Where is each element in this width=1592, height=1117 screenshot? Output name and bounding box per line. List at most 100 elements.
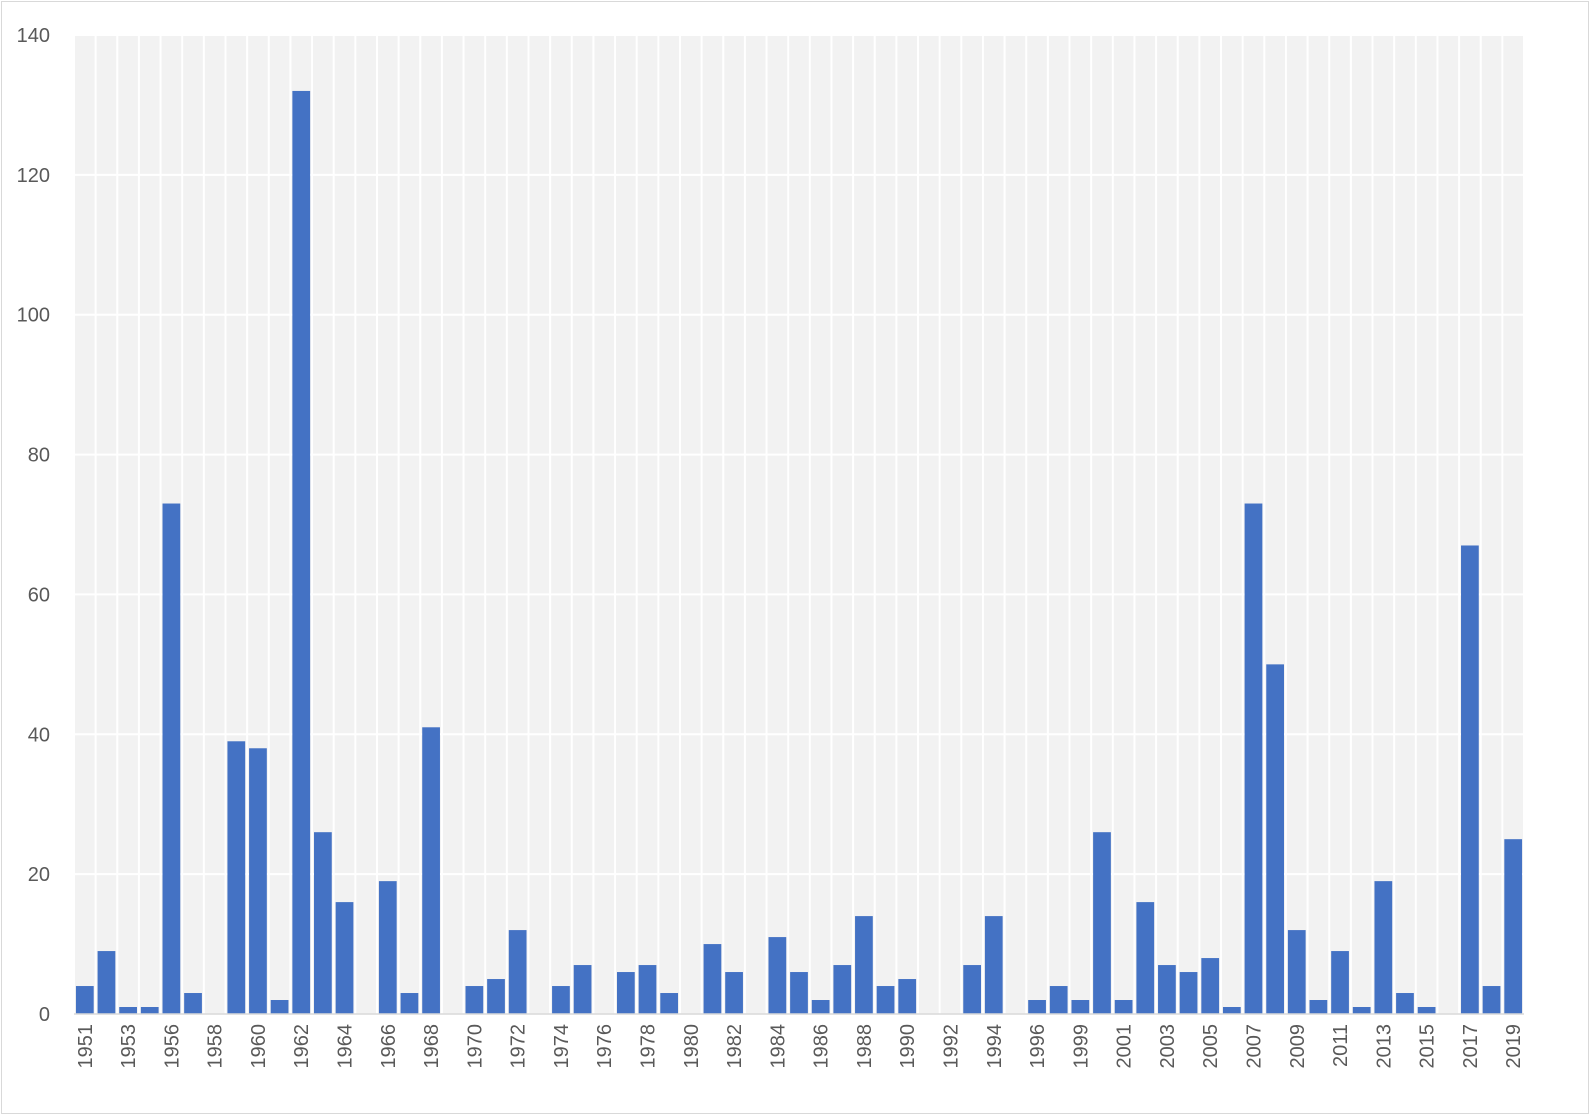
bar-2017 (1461, 545, 1479, 1014)
bar-2005 (1201, 958, 1220, 1014)
x-tick-label: 1953 (118, 1024, 140, 1069)
x-tick-label: 1958 (205, 1024, 227, 1069)
x-tick-label: 1994 (984, 1024, 1006, 1069)
x-tick-label: 2005 (1200, 1024, 1222, 1069)
y-tick-label: 80 (28, 445, 50, 467)
x-tick-label: 2003 (1157, 1024, 1179, 1069)
bar-1977 (616, 972, 635, 1014)
x-tick-label: 1968 (421, 1024, 443, 1069)
bar-1979 (660, 993, 679, 1014)
x-tick-label: 1964 (335, 1024, 357, 1069)
bar-1961 (270, 1000, 289, 1014)
bar-2019 (1504, 839, 1523, 1014)
x-axis-ticks: 1951 1953 1956 1958 1960 1962 1964 1966 1968 1970… (75, 1024, 1525, 1069)
bar-1998 (1049, 986, 1068, 1014)
bar-1974 (552, 986, 570, 1014)
bar-1972 (508, 930, 527, 1014)
bar-1960 (249, 748, 267, 1014)
bar-2007 (1244, 503, 1263, 1014)
bar-2014 (1396, 993, 1414, 1014)
bar-1966 (378, 881, 397, 1014)
x-tick-label: 2011 (1330, 1024, 1352, 1067)
bar-1987 (833, 965, 852, 1014)
x-tick-label: 1978 (638, 1024, 660, 1069)
x-tick-label: 1972 (508, 1024, 530, 1069)
x-tick-label: 1992 (940, 1024, 962, 1069)
bar-1971 (487, 979, 505, 1014)
bar-2012 (1352, 1007, 1371, 1014)
x-tick-label: 2009 (1287, 1024, 1309, 1069)
bar-2015 (1417, 1007, 1436, 1014)
y-tick-label: 60 (28, 584, 50, 606)
bar-2011 (1331, 951, 1349, 1014)
y-tick-label: 40 (28, 724, 50, 746)
plot-area (74, 35, 1524, 1014)
bar-1988 (855, 916, 873, 1014)
x-tick-label: 2013 (1373, 1024, 1395, 1069)
x-tick-label: 2015 (1417, 1024, 1439, 1069)
vertical-gridlines (73, 35, 1525, 1014)
x-tick-label: 2007 (1243, 1024, 1265, 1069)
x-tick-label: 1988 (854, 1024, 876, 1069)
bar-1963 (314, 832, 332, 1014)
x-tick-label: 1960 (248, 1024, 270, 1069)
bar-1957 (184, 993, 202, 1014)
x-tick-label: 1966 (378, 1024, 400, 1069)
x-tick-label: 1976 (594, 1024, 616, 1069)
x-tick-label: 1980 (681, 1024, 703, 1069)
bar-1984 (768, 937, 787, 1014)
bar-1994 (984, 916, 1003, 1014)
x-tick-label: 1982 (724, 1024, 746, 1069)
x-tick-label: 2017 (1460, 1024, 1482, 1069)
x-tick-label: 1974 (551, 1024, 573, 1069)
x-tick-label: 1970 (464, 1024, 486, 1069)
y-tick-label: 100 (17, 305, 50, 327)
y-tick-label: 0 (39, 1004, 50, 1026)
bar-1962 (292, 90, 311, 1014)
x-tick-label: 2001 (1114, 1024, 1136, 1069)
bar-1996 (1028, 1000, 1046, 1014)
bar-1959 (227, 741, 246, 1014)
x-tick-label: 1984 (767, 1024, 789, 1069)
bar-1999 (1071, 1000, 1090, 1014)
bar-1975 (573, 965, 592, 1014)
y-tick-label: 140 (17, 25, 50, 47)
bar-2001 (1114, 1000, 1133, 1014)
x-tick-label: 1999 (1070, 1024, 1092, 1069)
bar-1953 (119, 1007, 137, 1014)
bar-2006 (1222, 1007, 1241, 1014)
bar-1986 (811, 1000, 830, 1014)
y-tick-label: 120 (17, 165, 50, 187)
bar-2013 (1374, 881, 1393, 1014)
bar-1967 (400, 993, 419, 1014)
x-tick-label: 1996 (1027, 1024, 1049, 1069)
bar-1990 (898, 979, 917, 1014)
bar-1985 (790, 972, 808, 1014)
bar-1978 (638, 965, 657, 1014)
x-tick-label: 2019 (1503, 1024, 1525, 1069)
x-tick-label: 1956 (161, 1024, 183, 1069)
bar-1989 (876, 986, 895, 1014)
x-tick-label: 1990 (897, 1024, 919, 1069)
bar-1993 (963, 965, 982, 1014)
bar-2002 (1136, 902, 1155, 1014)
x-tick-label: 1962 (291, 1024, 313, 1069)
bar-1970 (465, 986, 484, 1014)
bar-1951 (75, 986, 94, 1014)
bar-1954 (140, 1007, 159, 1014)
bar-2018 (1482, 986, 1501, 1014)
x-tick-label: 1951 (75, 1024, 97, 1069)
bar-2003 (1158, 965, 1176, 1014)
bar-1968 (422, 727, 440, 1014)
bar-2008 (1266, 664, 1284, 1014)
y-axis-ticks: 0 20 40 60 80 100 120 140 (17, 25, 50, 1026)
bar-2004 (1179, 972, 1198, 1014)
bar-2010 (1309, 1000, 1328, 1014)
bars (75, 90, 1523, 1014)
y-tick-label: 20 (28, 864, 50, 886)
bar-1956 (162, 503, 181, 1014)
bar-2009 (1287, 930, 1306, 1014)
bar-1982 (725, 972, 743, 1014)
